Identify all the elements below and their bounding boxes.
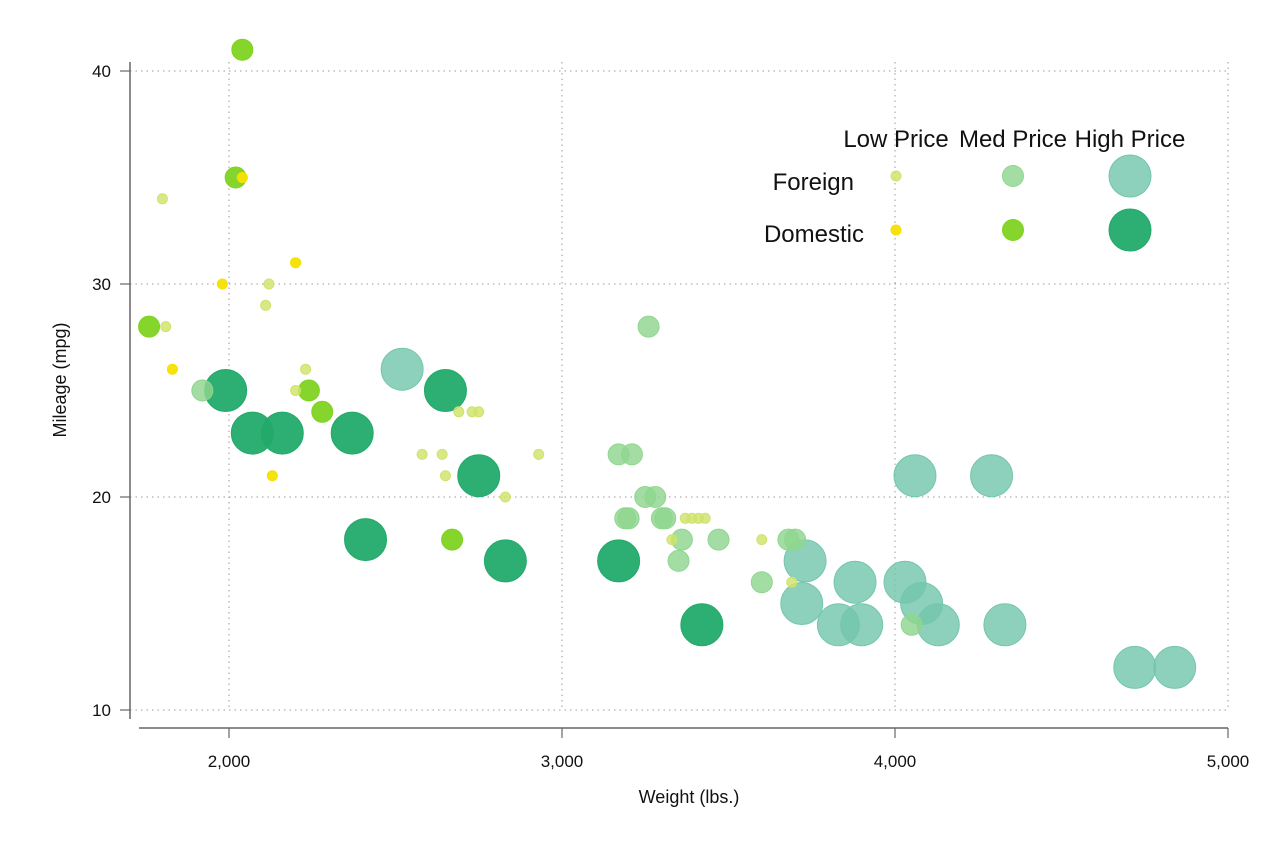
point-foreign-high-price [916, 603, 960, 647]
point-foreign-med-price [644, 486, 667, 508]
point-domestic-high-price [597, 539, 641, 583]
point-domestic-low-price [266, 470, 278, 482]
point-foreign-low-price [533, 448, 545, 460]
legend-row-domestic: Domestic [764, 221, 864, 248]
legend: Low Price Med Price High Price Foreign D… [764, 126, 1186, 252]
point-domestic-high-price [344, 518, 388, 562]
point-foreign-med-price [191, 379, 214, 402]
y-tick-label: 30 [92, 275, 111, 294]
point-foreign-high-price [780, 582, 824, 625]
x-tick-label: 5,000 [1207, 752, 1250, 771]
point-foreign-high-price [970, 454, 1014, 498]
point-foreign-med-price [750, 571, 773, 594]
point-foreign-low-price [260, 299, 272, 311]
point-domestic-high-price [423, 369, 467, 412]
point-foreign-low-price [499, 491, 511, 503]
point-foreign-low-price [263, 278, 275, 290]
legend-markers [890, 154, 1152, 252]
point-domestic-low-price [166, 363, 178, 375]
point-foreign-low-price [473, 406, 485, 418]
point-foreign-high-price [840, 603, 884, 647]
point-domestic-high-price [457, 454, 501, 498]
legend-marker-domestic-low-price [890, 224, 902, 236]
point-foreign-med-price [654, 507, 677, 530]
point-foreign-low-price [160, 321, 172, 333]
point-domestic-high-price [260, 411, 304, 455]
point-domestic-med-price [311, 400, 334, 423]
point-domestic-high-price [330, 411, 374, 455]
point-domestic-med-price [441, 528, 464, 551]
point-foreign-med-price [637, 315, 660, 338]
y-tick-label: 40 [92, 62, 111, 81]
grid-lines [130, 62, 1229, 711]
point-foreign-med-price [900, 613, 923, 636]
legend-col-high-price: High Price [1075, 126, 1186, 153]
legend-row-foreign: Foreign [773, 169, 854, 196]
point-foreign-med-price [617, 507, 640, 530]
x-tick-label: 3,000 [541, 752, 584, 771]
point-domestic-low-price [216, 278, 228, 290]
point-foreign-high-price [893, 454, 937, 498]
legend-marker-domestic-med-price [1002, 219, 1024, 241]
axes [129, 62, 1228, 729]
legend-marker-domestic-high-price [1108, 208, 1152, 252]
ticks: 2,000 3,000 4,000 5,000 10 20 30 40 [92, 62, 1249, 771]
point-foreign-low-price [699, 512, 711, 524]
point-foreign-med-price [784, 528, 807, 551]
legend-marker-foreign-med-price [1002, 165, 1024, 187]
point-foreign-med-price [667, 549, 690, 572]
legend-marker-foreign-low-price [890, 170, 902, 182]
x-axis-title: Weight (lbs.) [639, 787, 740, 807]
point-domestic-high-price [680, 603, 724, 647]
point-foreign-med-price [707, 528, 730, 551]
data-points [138, 38, 1197, 689]
point-domestic-med-price [297, 379, 320, 402]
point-foreign-low-price [786, 576, 798, 588]
point-foreign-low-price [416, 448, 428, 460]
y-tick-label: 20 [92, 488, 111, 507]
point-foreign-low-price [666, 534, 678, 546]
point-domestic-med-price [231, 38, 254, 61]
legend-col-low-price: Low Price [843, 126, 948, 153]
point-foreign-low-price [436, 448, 448, 460]
point-foreign-low-price [300, 363, 312, 375]
y-axis-title: Mileage (mpg) [50, 322, 70, 437]
y-tick-label: 10 [92, 701, 111, 720]
x-tick-label: 4,000 [874, 752, 917, 771]
point-domestic-low-price [290, 257, 302, 269]
point-foreign-high-price [833, 560, 877, 604]
point-domestic-high-price [483, 539, 527, 583]
point-foreign-low-price [756, 534, 768, 546]
point-foreign-high-price [1153, 645, 1197, 689]
point-foreign-high-price [380, 347, 424, 391]
point-foreign-low-price [156, 193, 168, 205]
point-foreign-low-price [290, 385, 302, 396]
point-foreign-high-price [1113, 645, 1157, 689]
legend-col-med-price: Med Price [959, 126, 1067, 153]
point-domestic-low-price [236, 172, 248, 183]
point-foreign-med-price [620, 443, 643, 466]
x-tick-label: 2,000 [208, 752, 251, 771]
point-domestic-med-price [138, 315, 161, 338]
point-foreign-low-price [453, 406, 465, 418]
point-foreign-high-price [983, 603, 1027, 647]
point-foreign-low-price [439, 470, 451, 482]
legend-marker-foreign-high-price [1108, 154, 1152, 198]
